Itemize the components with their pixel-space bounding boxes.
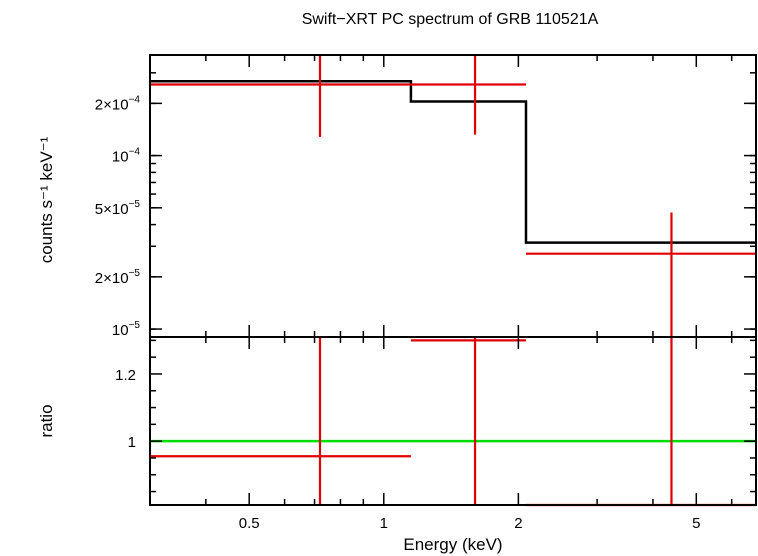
bottom-y-axis-label: ratio [37,404,56,437]
data-point [150,55,411,137]
ratio-point [150,337,411,505]
ratio-tick-label: 1.2 [115,367,136,384]
bottom-panel: 1.21 0.5 1 2 5 ratio Energy (keV) [37,55,757,554]
top-panel-marks [150,55,756,337]
y-tick-label: 10−4 [112,147,141,166]
y-tick-label: 2×10−4 [95,94,141,113]
top-panel: 2×10−4 10−4 5×10−5 2×10−5 10−5 counts s⁻¹ ke… [37,54,757,339]
x-tick-label: 1 [380,515,388,532]
ratio-point [525,337,756,507]
bottom-y-ticks: 1.21 [115,339,756,493]
model-step-line [150,80,756,244]
ratio-point [410,337,526,505]
top-y-axis-label: counts s⁻¹ keV⁻¹ [37,136,56,263]
x-tick-label: 5 [692,515,700,532]
data-point [525,212,756,337]
x-ticks: 0.5 1 2 5 [149,55,733,532]
data-point [410,55,526,135]
y-tick-label: 10−5 [112,320,141,339]
y-tick-label: 2×10−5 [95,268,141,287]
top-y-ticks: 2×10−4 10−4 5×10−5 2×10−5 10−5 [95,72,756,339]
y-tick-label: 5×10−5 [95,199,141,218]
bottom-panel-frame [149,336,757,506]
x-tick-label: 0.5 [239,515,260,532]
chart-title: Swift−XRT PC spectrum of GRB 110521A [302,11,599,28]
ratio-tick-label: 1 [128,434,136,451]
x-axis-label: Energy (keV) [403,535,502,554]
x-tick-label: 2 [514,515,522,532]
top-panel-frame [149,54,757,338]
bottom-panel-marks [150,337,756,507]
